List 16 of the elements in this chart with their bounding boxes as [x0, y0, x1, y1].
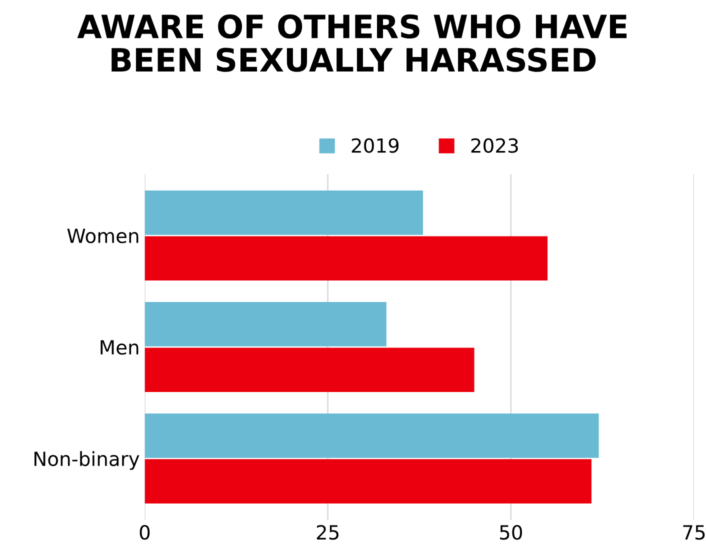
y-tick-label: Women	[67, 228, 138, 244]
legend-label: 2023	[471, 138, 518, 153]
bar	[144, 236, 548, 281]
bar	[144, 348, 474, 392]
bar	[144, 413, 599, 458]
legend-label: 2019	[352, 138, 399, 153]
x-tick-label: 75	[683, 525, 705, 540]
x-tick-label: 0	[140, 525, 150, 540]
bar	[144, 190, 424, 235]
y-tick-label: Men	[100, 340, 138, 355]
bar	[144, 459, 592, 504]
x-tick-label: 25	[316, 525, 338, 540]
x-tick-label: 50	[500, 525, 522, 540]
y-tick-label: Non-binary	[34, 451, 140, 470]
chart-title: AWARE OF OTHERS WHO HAVE BEEN SEXUALLY HARASSED	[77, 14, 627, 72]
bar	[144, 302, 386, 346]
